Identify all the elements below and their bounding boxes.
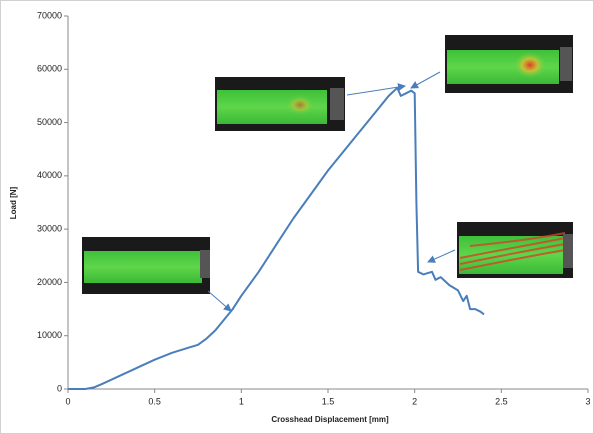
y-tick-label: 0	[57, 383, 62, 393]
x-tick-label: 2.5	[495, 396, 508, 406]
y-tick-label: 10000	[37, 330, 62, 340]
chart: Crosshead Displacement [mm] Load [N] 010…	[0, 0, 594, 434]
y-tick-label: 60000	[37, 64, 62, 74]
y-tick-label: 20000	[37, 277, 62, 287]
y-tick-label: 50000	[37, 117, 62, 127]
x-tick-label: 0	[65, 396, 70, 406]
y-tick-label: 30000	[37, 224, 62, 234]
y-axis-title: Load [N]	[9, 186, 18, 219]
y-tick-label: 40000	[37, 170, 62, 180]
x-tick-label: 2	[412, 396, 417, 406]
y-tick-label: 70000	[37, 10, 62, 20]
x-tick-label: 1	[239, 396, 244, 406]
x-tick-label: 0.5	[148, 396, 161, 406]
x-axis-title: Crosshead Displacement [mm]	[271, 415, 389, 424]
x-tick-label: 3	[585, 396, 590, 406]
x-tick-label: 1.5	[322, 396, 335, 406]
